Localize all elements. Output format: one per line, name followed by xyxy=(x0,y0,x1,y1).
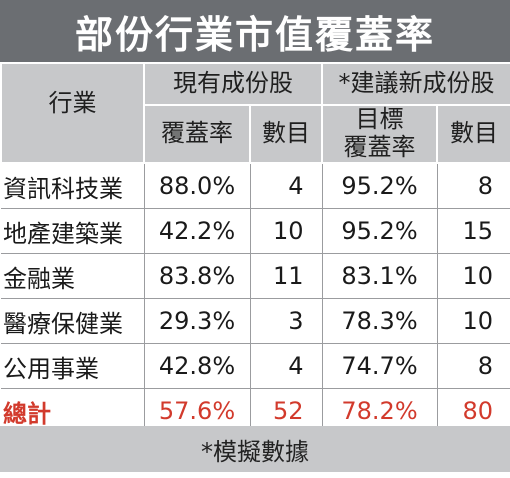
row-current-count: 3 xyxy=(250,298,323,344)
row-new-count: 8 xyxy=(437,343,510,389)
row-new-count: 15 xyxy=(437,208,510,254)
table-row: 公用事業 42.8% 4 74.7% 8 xyxy=(1,343,510,389)
header-existing-count: 數目 xyxy=(249,104,323,164)
row-current-coverage: 88.0% xyxy=(144,163,251,209)
row-new-count: 8 xyxy=(437,163,510,209)
row-current-coverage: 29.3% xyxy=(144,298,251,344)
row-current-coverage: 42.8% xyxy=(144,343,251,389)
header-existing-group: 現有成份股 xyxy=(143,62,323,106)
row-current-count: 10 xyxy=(250,208,323,254)
row-current-count: 4 xyxy=(250,163,323,209)
row-industry: 金融業 xyxy=(1,253,145,299)
header-new-coverage: 目標 覆蓋率 xyxy=(321,104,438,164)
row-industry: 資訊科技業 xyxy=(1,163,145,209)
page-title: 部份行業市值覆蓋率 xyxy=(0,0,510,62)
row-current-count: 11 xyxy=(250,253,323,299)
table-row: 醫療保健業 29.3% 3 78.3% 10 xyxy=(1,298,510,344)
table-row: 資訊科技業 88.0% 4 95.2% 8 xyxy=(1,163,510,209)
row-current-coverage: 42.2% xyxy=(144,208,251,254)
header-new-count: 數目 xyxy=(436,104,510,164)
row-new-count: 10 xyxy=(437,298,510,344)
row-new-count: 10 xyxy=(437,253,510,299)
header-existing-coverage: 覆蓋率 xyxy=(143,104,251,164)
row-new-coverage: 95.2% xyxy=(322,163,438,209)
footnote: *模擬數據 xyxy=(0,426,510,472)
row-current-coverage: 83.8% xyxy=(144,253,251,299)
header-new-coverage-line1: 目標 xyxy=(355,105,404,134)
table-body: 資訊科技業 88.0% 4 95.2% 8 地產建築業 42.2% 10 95.… xyxy=(1,163,510,434)
header-industry: 行業 xyxy=(0,62,145,164)
row-new-coverage: 95.2% xyxy=(322,208,438,254)
header-new-coverage-line2: 覆蓋率 xyxy=(343,133,416,161)
table-row: 地產建築業 42.2% 10 95.2% 15 xyxy=(1,208,510,254)
row-current-count: 4 xyxy=(250,343,323,389)
table-row: 金融業 83.8% 11 83.1% 10 xyxy=(1,253,510,299)
row-industry: 公用事業 xyxy=(1,343,145,389)
header-new-group: *建議新成份股 xyxy=(321,62,510,106)
row-industry: 醫療保健業 xyxy=(1,298,145,344)
table-header: 行業 現有成份股 *建議新成份股 覆蓋率 數目 目標 覆蓋率 數目 xyxy=(0,62,510,164)
coverage-table: 行業 現有成份股 *建議新成份股 覆蓋率 數目 目標 覆蓋率 數目 資訊科技業 8… xyxy=(0,62,510,434)
row-new-coverage: 83.1% xyxy=(322,253,438,299)
row-new-coverage: 74.7% xyxy=(322,343,438,389)
row-new-coverage: 78.3% xyxy=(322,298,438,344)
row-industry: 地產建築業 xyxy=(1,208,145,254)
